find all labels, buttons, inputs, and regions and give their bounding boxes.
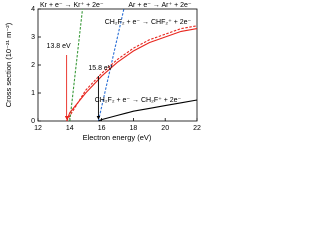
series-label: Kr + e⁻ → Kr⁺ + 2e⁻ <box>40 2 104 9</box>
series-line <box>97 8 125 122</box>
x-tick-label: 12 <box>34 125 42 132</box>
series-label: Ar + e⁻ → Ar⁺ + 2e⁻ <box>128 2 192 9</box>
series-line <box>69 8 84 122</box>
series-line <box>66 28 198 122</box>
x-tick-label: 18 <box>130 125 138 132</box>
series-line <box>98 99 198 122</box>
x-tick-label: 16 <box>98 125 106 132</box>
chart: Electron energy (eV) Cross section (10⁻²… <box>4 2 201 142</box>
y-tick-label: 1 <box>31 90 35 97</box>
annotation-label: 15.8 eV <box>88 65 112 72</box>
x-tick-label: 14 <box>66 125 74 132</box>
annotation-label: 13.8 eV <box>47 43 71 50</box>
y-tick-label: 0 <box>31 118 35 125</box>
x-tick-label: 20 <box>161 125 169 132</box>
y-tick-label: 2 <box>31 62 35 69</box>
y-tick-label: 4 <box>31 6 35 13</box>
x-axis-title: Electron energy (eV) <box>83 133 152 142</box>
x-tick-label: 22 <box>193 125 201 132</box>
series-line <box>66 25 198 122</box>
y-axis-title: Cross section (10⁻²¹ m⁻²) <box>4 22 13 107</box>
series-label: CH₂F₂ + e⁻ → CHF₂⁺ + 2e⁻ <box>105 19 192 26</box>
series-label: CH₂F₂ + e⁻ → CH₂F⁺ + 2e⁻ <box>95 97 182 104</box>
y-tick-label: 3 <box>31 34 35 41</box>
